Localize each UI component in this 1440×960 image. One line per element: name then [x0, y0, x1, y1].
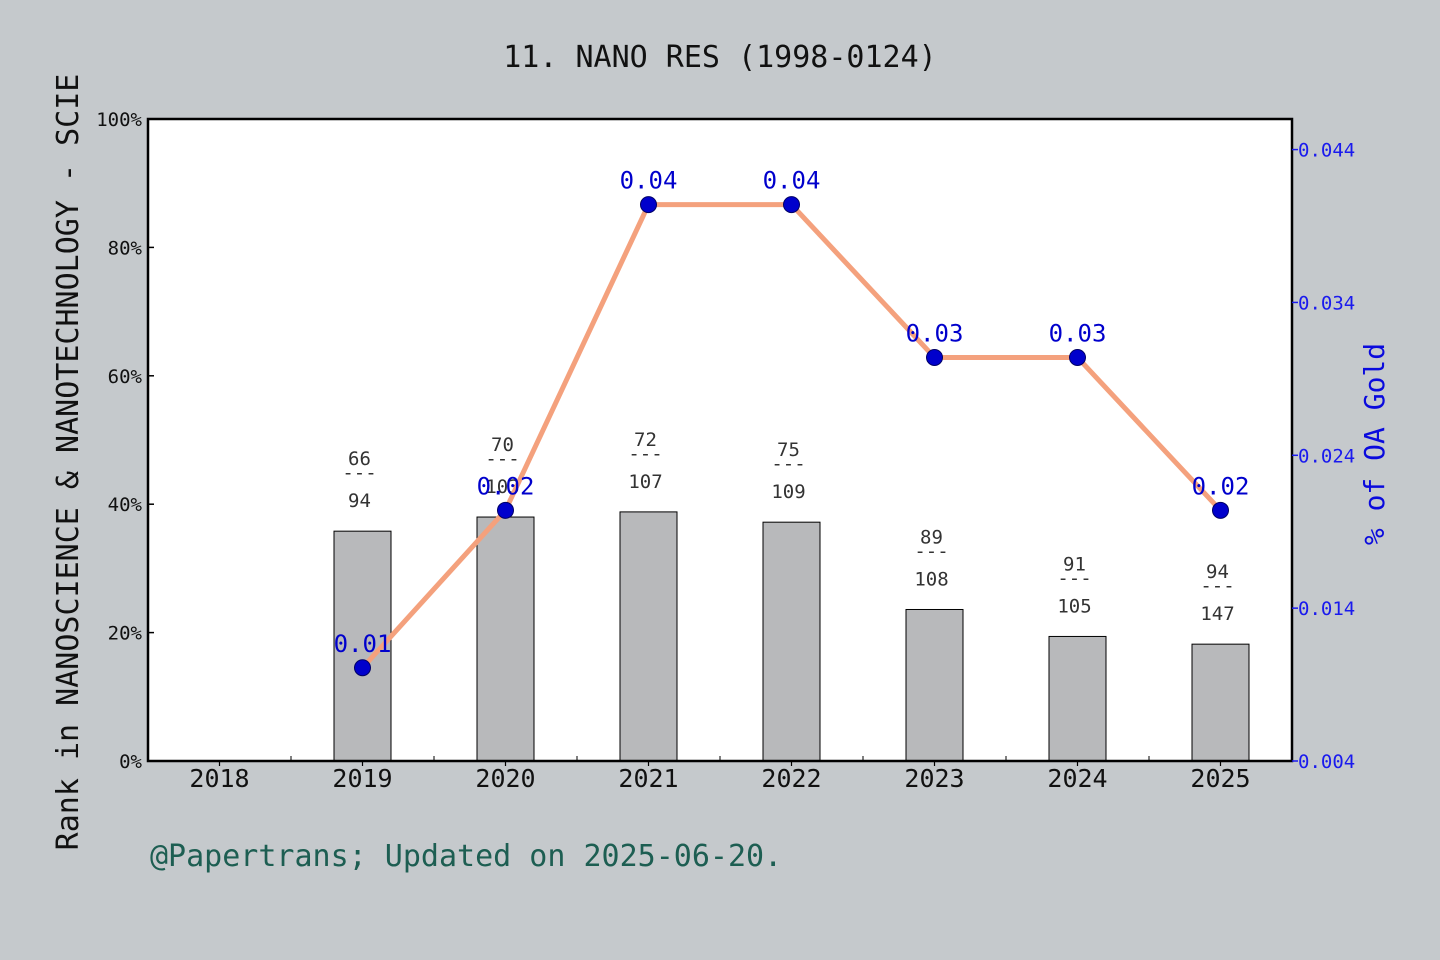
oa-gold-value-label: 0.04: [620, 167, 678, 195]
y-axis-right-ticks: 0.004 0.014 0.024 0.034 0.044: [1292, 140, 1355, 773]
bar-separator-label: ---: [485, 448, 519, 470]
bar-total-label: 107: [628, 471, 662, 493]
oa-gold-value-label: 0.02: [1192, 472, 1250, 500]
x-tick-label: 2018: [189, 764, 249, 793]
plot-area: [148, 119, 1292, 761]
bar-total-label: 94: [348, 490, 371, 512]
bar-rank-label: 72: [634, 429, 657, 451]
oa-gold-value-label: 0.02: [477, 472, 535, 500]
bar-separator-label: ---: [914, 540, 948, 562]
bar-rank-label: 66: [348, 448, 371, 470]
footer-note: @Papertrans; Updated on 2025-06-20.: [150, 839, 782, 874]
x-tick-label: 2020: [475, 764, 535, 793]
line-layer: 0.01 0.02 0.04 0.04 0.03 0.03 0.02: [334, 167, 1250, 677]
oa-gold-value-label: 0.01: [334, 630, 392, 658]
y-axis-left-label: Rank in NANOSCIENCE & NANOTECHNOLOGY - S…: [51, 74, 86, 851]
y-left-tick-label: 0%: [119, 751, 142, 773]
oa-gold-point-2024: [1069, 348, 1086, 366]
bar-separator-label: ---: [771, 453, 805, 475]
y-axis-left-ticks: 0% 20% 40% 60% 80% 100%: [96, 109, 154, 773]
x-tick-label: 2023: [904, 764, 964, 793]
x-tick-label: 2021: [618, 764, 678, 793]
x-tick-label: 2022: [761, 764, 821, 793]
bar-separator-label: ---: [342, 462, 376, 484]
y-axis-right-label: % of OA Gold: [1358, 343, 1391, 545]
y-right-tick-label: 0.044: [1298, 140, 1355, 162]
oa-gold-value-label: 0.03: [1049, 319, 1107, 347]
y-right-tick-label: 0.034: [1298, 292, 1355, 314]
x-tick-label: 2024: [1047, 764, 1107, 793]
oa-gold-value-label: 0.04: [763, 167, 821, 195]
bar-2023: [905, 608, 964, 762]
bar-labels-layer: 66---9470---10372---10775---10989---1089…: [342, 429, 1234, 625]
bar-total-label: 105: [1057, 595, 1091, 617]
oa-gold-point-2022: [783, 196, 800, 214]
oa-gold-point-2021: [640, 196, 657, 214]
oa-gold-point-2025: [1212, 501, 1229, 519]
bar-2024: [1048, 635, 1107, 762]
y-left-tick-label: 100%: [96, 109, 142, 131]
bar-2025: [1191, 643, 1250, 762]
y-left-tick-label: 60%: [108, 366, 143, 388]
bar-total-label: 109: [771, 481, 805, 503]
y-right-tick-label: 0.024: [1298, 445, 1355, 467]
chart-title: 11. NANO RES (1998-0124): [503, 40, 936, 75]
bar-separator-label: ---: [1200, 575, 1234, 597]
bar-rank-label: 89: [920, 526, 943, 548]
y-right-tick-label: 0.004: [1298, 751, 1355, 773]
bar-separator-label: ---: [1057, 567, 1091, 589]
bars-layer: [333, 511, 1250, 762]
y-left-tick-label: 20%: [108, 623, 143, 645]
bar-rank-label: 70: [491, 434, 514, 456]
y-left-tick-label: 80%: [108, 237, 143, 259]
y-left-tick-label: 40%: [108, 494, 143, 516]
oa-gold-value-label: 0.03: [906, 319, 964, 347]
x-axis-ticks: 2018 2019 2020 2021 2022 2023 2024 2025: [189, 756, 1251, 793]
bar-separator-label: ---: [628, 443, 662, 465]
x-tick-label: 2019: [332, 764, 392, 793]
oa-gold-point-2023: [926, 348, 943, 366]
bar-total-label: 108: [914, 568, 948, 590]
y-right-tick-label: 0.014: [1298, 598, 1355, 620]
bar-rank-label: 91: [1063, 553, 1086, 575]
bar-rank-label: 75: [777, 439, 800, 461]
bar-2020: [476, 516, 535, 762]
bar-2021: [619, 511, 678, 762]
bar-2022: [762, 521, 821, 762]
oa-gold-point-2020: [497, 501, 514, 519]
bar-rank-label: 94: [1206, 561, 1229, 583]
oa-gold-point-2019: [354, 659, 371, 677]
x-tick-label: 2025: [1190, 764, 1250, 793]
bar-total-label: 147: [1200, 603, 1234, 625]
